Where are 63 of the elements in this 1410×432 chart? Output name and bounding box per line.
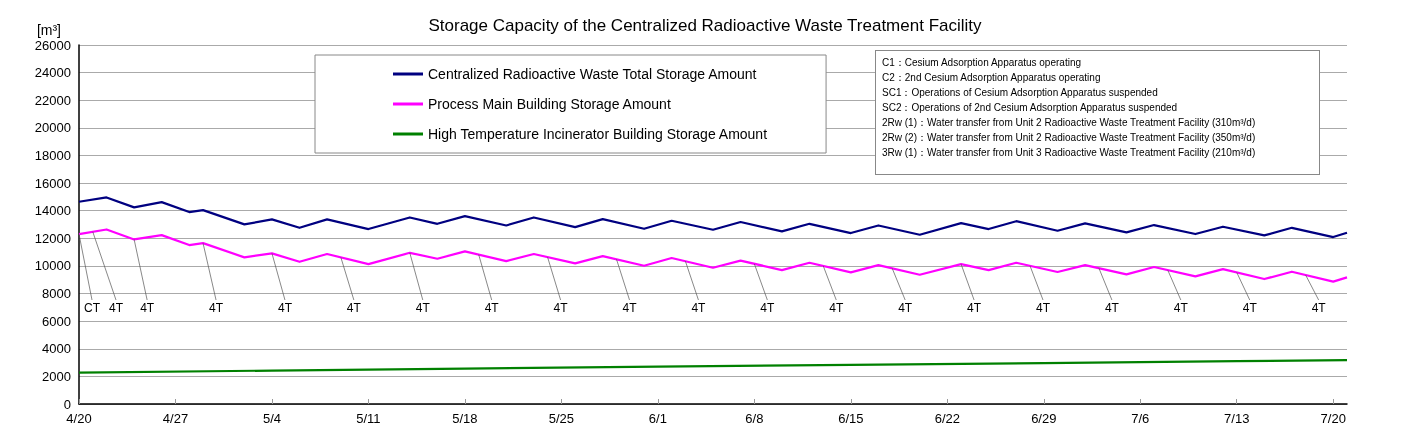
y-tick-label: 4000 bbox=[42, 341, 71, 357]
annotation: SC1：Operations of Cesium Adsorption Apparatus suspended bbox=[882, 86, 1159, 100]
line-series bbox=[77, 228, 1349, 283]
legend-label: High Temperature Incinerator Building Storage Amount bbox=[428, 126, 768, 142]
annotation: 4T bbox=[967, 301, 982, 315]
annotation: 4T bbox=[1104, 301, 1120, 315]
x-tick-label: 7/6 bbox=[1131, 411, 1150, 426]
annotation: 4T bbox=[108, 301, 124, 315]
annotation: 4T bbox=[1242, 301, 1258, 315]
y-tick-label: 2000 bbox=[42, 368, 71, 384]
y-tick-label: 22000 bbox=[34, 92, 71, 108]
annotation: 4T bbox=[829, 301, 844, 315]
annotation: 4T bbox=[553, 301, 569, 315]
annotation: 2Rw (2)：Water transfer from Unit 2 Radioactive Waste Treatment Facility (350m³/d) bbox=[882, 131, 1257, 145]
annotation: 4T bbox=[622, 301, 638, 315]
y-tick-label: 6000 bbox=[42, 313, 71, 329]
x-tick-label: 5/18 bbox=[452, 411, 478, 426]
y-axis-title: [m³] bbox=[36, 22, 61, 38]
y-tick-label: 12000 bbox=[34, 230, 71, 246]
y-tick-label: 24000 bbox=[34, 65, 71, 81]
y-tick-label: 16000 bbox=[34, 175, 71, 191]
y-tick-label: 8000 bbox=[42, 286, 71, 302]
x-tick-label: 5/4 bbox=[262, 411, 281, 426]
annotation: 4T bbox=[1311, 301, 1327, 315]
x-tick-label: 6/22 bbox=[934, 411, 960, 426]
y-tick-label: 0 bbox=[63, 396, 71, 412]
chart-title: Storage Capacity of the Centralized Radioactive Waste Treatment Facility bbox=[428, 16, 983, 35]
x-tick-label: 4/27 bbox=[162, 411, 189, 426]
x-tick-label: 6/8 bbox=[745, 411, 764, 426]
annotation: 4T bbox=[140, 301, 155, 315]
x-tick-label: 7/13 bbox=[1224, 411, 1250, 426]
annotation: 4T bbox=[484, 301, 500, 315]
x-tick-label: 6/1 bbox=[648, 411, 667, 426]
annotation: C1：Cesium Adsorption Apparatus operating bbox=[882, 56, 1082, 70]
line-series bbox=[77, 358, 1349, 374]
annotation: 4T bbox=[898, 301, 913, 315]
annotation: 3Rw (1)：Water transfer from Unit 3 Radioactive Waste Treatment Facility (210m³/d) bbox=[882, 146, 1257, 160]
annotation: 4T bbox=[1173, 301, 1189, 315]
y-tick-label: 20000 bbox=[34, 120, 71, 136]
legend-label: Centralized Radioactive Waste Total Storage Amount bbox=[428, 66, 757, 82]
line-series bbox=[77, 196, 1349, 239]
x-tick-label: 4/20 bbox=[66, 411, 92, 426]
x-tick-label: 5/25 bbox=[548, 411, 575, 426]
y-tick-label: 18000 bbox=[34, 147, 71, 163]
y-tick-label: 10000 bbox=[34, 258, 71, 274]
annotation: 4T bbox=[691, 301, 707, 315]
annotation: 4T bbox=[415, 301, 431, 315]
annotation: 4T bbox=[277, 301, 293, 315]
annotation: 2Rw (1)：Water transfer from Unit 2 Radioactive Waste Treatment Facility (310m³/d) bbox=[882, 116, 1257, 130]
y-tick-label: 14000 bbox=[34, 203, 71, 219]
y-tick-label: 26000 bbox=[34, 37, 71, 53]
annotation: CT bbox=[84, 301, 101, 315]
x-tick-label: 5/11 bbox=[356, 411, 381, 426]
annotation: 4T bbox=[346, 301, 362, 315]
annotation: 4T bbox=[1035, 301, 1051, 315]
legend-label: Process Main Building Storage Amount bbox=[428, 96, 671, 112]
annotation: C2：2nd Cesium Adsorption Apparatus operating bbox=[882, 71, 1102, 85]
annotation: SC2：Operations of 2nd Cesium Adsorption Apparatus suspended bbox=[882, 101, 1179, 115]
x-tick-label: 6/29 bbox=[1031, 411, 1057, 426]
annotation: 4T bbox=[209, 301, 224, 315]
x-tick-label: 7/20 bbox=[1320, 411, 1346, 426]
x-tick-label: 6/15 bbox=[838, 411, 864, 426]
annotation: 4T bbox=[760, 301, 776, 315]
